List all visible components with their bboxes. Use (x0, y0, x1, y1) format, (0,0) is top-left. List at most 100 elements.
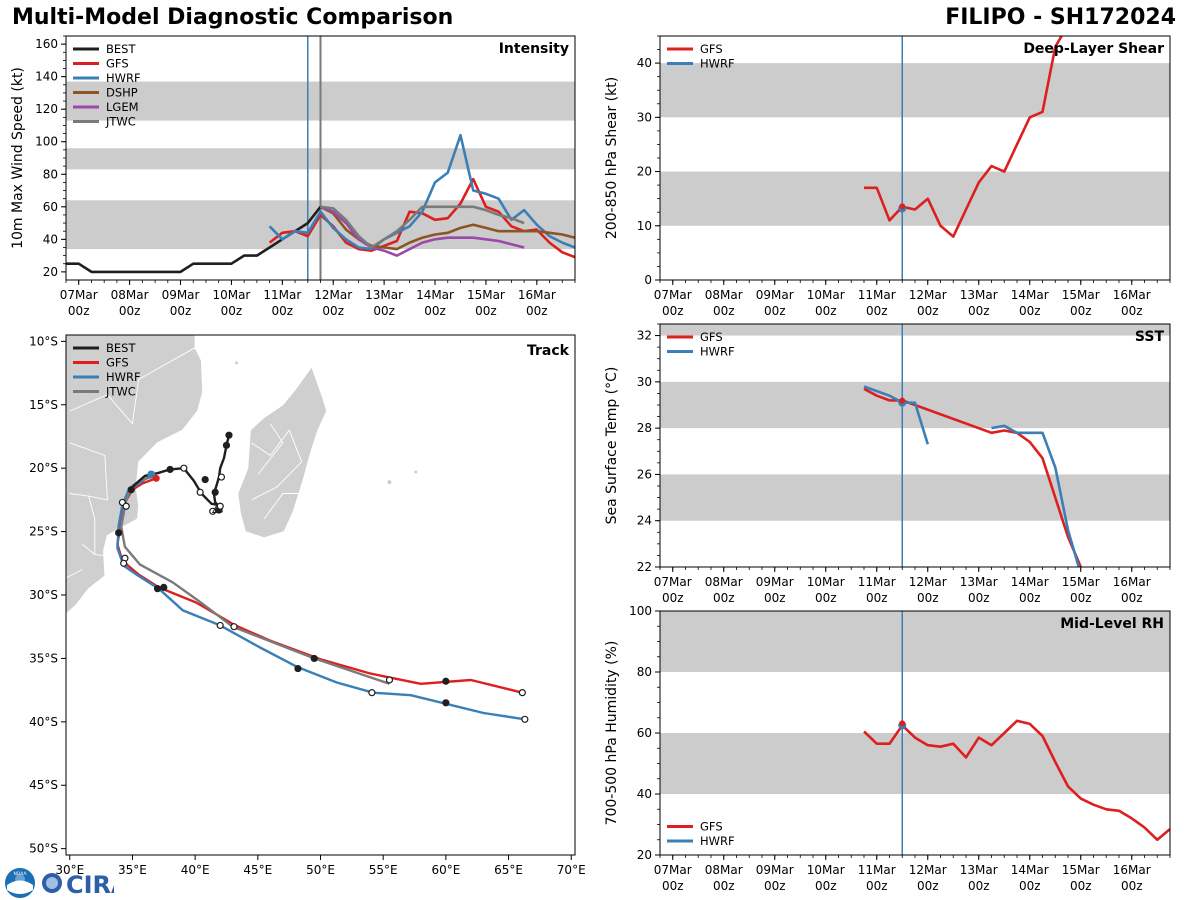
x-tick-label-date: 11Mar (858, 575, 896, 589)
x-tick-label-date: 11Mar (858, 863, 896, 877)
track-marker-filled (294, 664, 302, 673)
x-tick-label-date: 09Mar (756, 288, 794, 302)
border-line (69, 347, 196, 425)
legend-label-hwrf: HWRF (106, 370, 141, 384)
track-marker-open (120, 559, 128, 567)
x-tick-label-hour: 00z (662, 879, 684, 893)
track-marker-filled (127, 486, 135, 494)
series-line-lgem (320, 205, 525, 257)
legend-label-best: BEST (106, 42, 136, 56)
x-tick-label-hour: 00z (764, 591, 786, 605)
x-tick-label-date: 13Mar (960, 863, 998, 877)
x-tick-label-hour: 00z (1070, 879, 1092, 893)
x-tick-label-date: 13Mar (365, 288, 403, 302)
x-tick-label-hour: 00z (1121, 304, 1143, 318)
track-marker-open (216, 621, 224, 630)
y-tick-label: 40 (637, 787, 652, 801)
x-tick-label: 55°E (369, 863, 398, 877)
y-axis-label: 200-850 hPa Shear (kt) (604, 77, 620, 239)
y-tick-label: 26 (637, 467, 652, 481)
madagascar-landmass (237, 365, 328, 539)
series-line-hwrf (863, 385, 1081, 567)
x-tick-label-date: 08Mar (705, 288, 743, 302)
x-tick-label-hour: 00z (968, 879, 990, 893)
x-tick-label-hour: 00z (1019, 879, 1041, 893)
x-tick-label-date: 09Mar (756, 575, 794, 589)
panel-title: Track (527, 343, 570, 359)
y-tick-label: 140 (35, 70, 58, 84)
y-tick-label: 20 (43, 265, 58, 279)
x-tick-label-date: 15Mar (467, 288, 505, 302)
y-tick-label: 20 (637, 848, 652, 862)
legend-label-jtwc: JTWC (105, 385, 136, 399)
y-tick-label: 30 (637, 110, 652, 124)
y-tick-label: 160 (35, 37, 58, 51)
x-tick-label-date: 09Mar (162, 288, 200, 302)
x-tick-label-date: 16Mar (1113, 288, 1151, 302)
x-tick-label-date: 16Mar (1113, 575, 1151, 589)
panel-intensity: 20 40 60 80 100 120 140 160 07Mar 00z 08Mar 00z 09Ma… (10, 35, 576, 318)
y-tick-label: 10°S (29, 334, 58, 348)
cira-logo: CIRA (42, 871, 114, 899)
panel-shear: 0 10 20 30 40 07Mar 00z 08Mar 00z 09Mar 00z 10Mar 00… (604, 35, 1171, 318)
x-tick-label-date: 14Mar (416, 288, 454, 302)
legend-label-gfs: GFS (700, 42, 723, 56)
track-marker-filled (201, 475, 209, 484)
x-tick-label: 50°E (306, 863, 335, 877)
x-tick-label-hour: 00z (424, 304, 446, 318)
mauritius-island (414, 470, 418, 474)
x-tick-label-hour: 00z (170, 304, 192, 318)
track-marker-open (385, 676, 394, 684)
legend-label-dshp: DSHP (106, 86, 138, 100)
series-group (864, 36, 1063, 238)
x-tick-label-date: 14Mar (1011, 575, 1049, 589)
track-marker-open (368, 689, 376, 697)
x-tick-label-date: 16Mar (518, 288, 556, 302)
x-tick-label-hour: 00z (272, 304, 294, 318)
track-line-hwrf (116, 473, 526, 721)
shaded-band (660, 324, 1170, 336)
y-tick-label: 80 (43, 167, 58, 181)
y-tick-label: 20 (637, 165, 652, 179)
series-line-hwrf (268, 133, 575, 251)
border-line (69, 442, 108, 501)
track-marker-filled (222, 441, 231, 449)
y-axis-label: 700-500 hPa Humidity (%) (604, 641, 620, 826)
x-tick-label-date: 07Mar (654, 575, 692, 589)
x-tick-label-date: 13Mar (960, 575, 998, 589)
reunion-island (387, 480, 392, 485)
x-tick-label-hour: 00z (815, 304, 837, 318)
track-marker-filled (211, 488, 219, 496)
x-tick-label-hour: 00z (1019, 591, 1041, 605)
shaded-band (660, 474, 1170, 521)
track-marker-open (217, 473, 226, 481)
legend-label-gfs: GFS (106, 356, 129, 370)
y-axis-label: 10m Max Wind Speed (kt) (10, 67, 26, 249)
y-tick-label: 80 (637, 665, 652, 679)
x-tick-label-hour: 00z (968, 591, 990, 605)
y-tick-label: 60 (637, 726, 652, 740)
track-marker-open (521, 715, 529, 723)
x-tick-label-hour: 00z (1121, 879, 1143, 893)
series-group (863, 385, 1082, 567)
x-tick-label-date: 11Mar (263, 288, 301, 302)
y-tick-label: 100 (35, 135, 58, 149)
x-tick-label-date: 14Mar (1011, 288, 1049, 302)
storm-id: FILIPO - SH172024 (945, 5, 1176, 30)
map-group (66, 335, 529, 723)
x-tick-label-date: 08Mar (705, 863, 743, 877)
y-tick-label: 35°S (29, 651, 58, 665)
series-line-best (66, 206, 322, 274)
panel-sst: 22 24 26 28 30 32 07Mar 00z 08Mar 00z 09Mar 00z 10Ma… (604, 323, 1171, 605)
x-tick-label-date: 09Mar (756, 863, 794, 877)
y-tick-label: 20°S (29, 461, 58, 475)
legend-label-jtwc: JTWC (105, 115, 136, 129)
africa-landmass (66, 335, 204, 615)
x-tick-label-date: 08Mar (705, 575, 743, 589)
panel-title: SST (1135, 329, 1165, 345)
y-axis-label: Sea Surface Temp (°C) (604, 367, 620, 525)
x-tick-label-date: 10Mar (212, 288, 250, 302)
border-line (69, 493, 96, 555)
x-tick-label: 30°E (55, 863, 84, 877)
series-line-gfs (864, 36, 1063, 238)
